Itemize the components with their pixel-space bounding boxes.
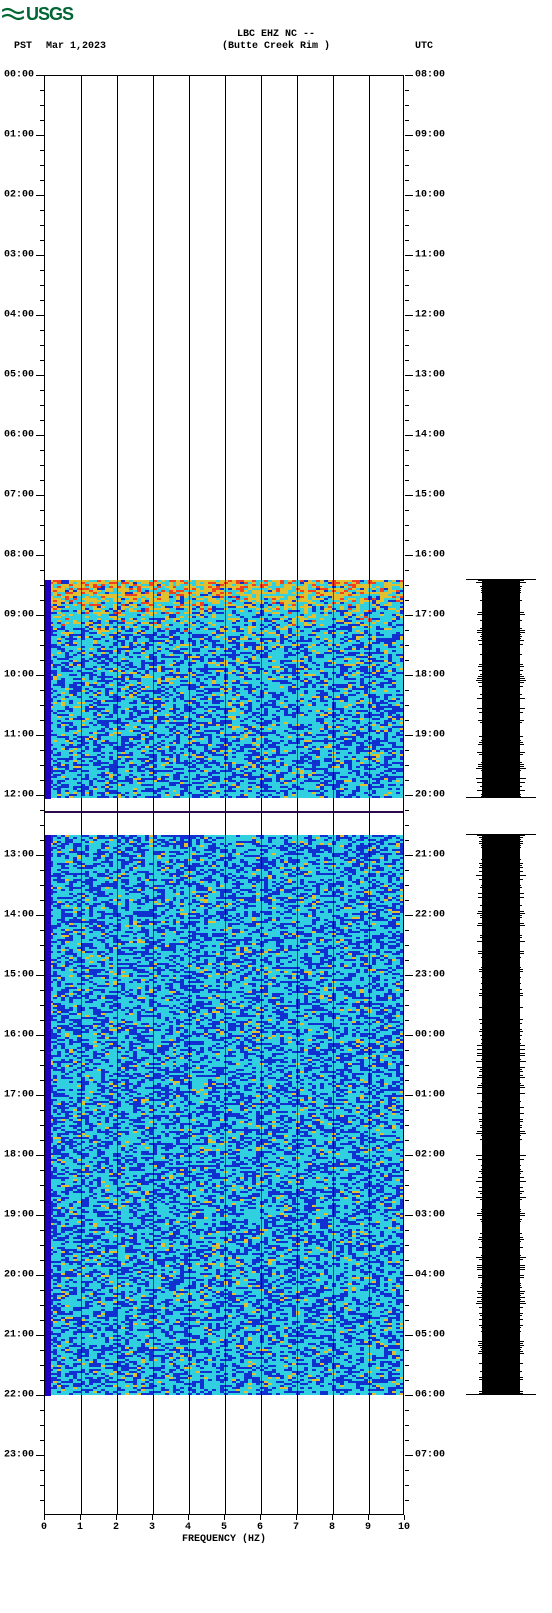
x-tick-label: 10: [398, 1522, 410, 1533]
blue-edge: [45, 580, 51, 799]
right-tick-label: 05:00: [415, 1330, 445, 1341]
right-tick-label: 03:00: [415, 1210, 445, 1221]
right-tick-label: 17:00: [415, 610, 445, 621]
right-tick-label: 15:00: [415, 490, 445, 501]
left-axis: 00:0001:0002:0003:0004:0005:0006:0007:00…: [0, 75, 44, 1515]
spectrogram-plot: [44, 75, 404, 1515]
x-axis: FREQUENCY (HZ) 012345678910: [44, 1515, 404, 1545]
blue-edge: [45, 835, 51, 1396]
left-tick-label: 18:00: [4, 1150, 34, 1161]
left-tick-label: 22:00: [4, 1390, 34, 1401]
right-tick-label: 20:00: [415, 790, 445, 801]
right-tick-label: 11:00: [415, 250, 445, 261]
gap-line: [45, 811, 403, 813]
left-tick-label: 12:00: [4, 790, 34, 801]
waveform-segment: [466, 579, 536, 798]
right-tick-label: 13:00: [415, 370, 445, 381]
right-tick-label: 23:00: [415, 970, 445, 981]
x-tick-label: 2: [113, 1522, 119, 1533]
left-tick-label: 03:00: [4, 250, 34, 261]
right-axis: 08:0009:0010:0011:0012:0013:0014:0015:00…: [405, 75, 465, 1515]
x-tick-label: 8: [329, 1522, 335, 1533]
left-tick-label: 09:00: [4, 610, 34, 621]
spectrogram-segment: [45, 835, 403, 1396]
pst-label: PST: [14, 41, 32, 52]
left-tick-label: 15:00: [4, 970, 34, 981]
x-tick-label: 0: [41, 1522, 47, 1533]
usgs-logo: USGS: [0, 0, 552, 25]
right-tick-label: 06:00: [415, 1390, 445, 1401]
left-tick-label: 17:00: [4, 1090, 34, 1101]
right-tick-label: 19:00: [415, 730, 445, 741]
right-tick-label: 07:00: [415, 1450, 445, 1461]
left-tick-label: 08:00: [4, 550, 34, 561]
right-tick-label: 01:00: [415, 1090, 445, 1101]
left-tick-label: 14:00: [4, 910, 34, 921]
left-tick-label: 02:00: [4, 190, 34, 201]
left-tick-label: 20:00: [4, 1270, 34, 1281]
left-tick-label: 04:00: [4, 310, 34, 321]
wave-icon: [2, 7, 24, 23]
right-tick-label: 02:00: [415, 1150, 445, 1161]
right-tick-label: 14:00: [415, 430, 445, 441]
left-tick-label: 16:00: [4, 1030, 34, 1041]
left-tick-label: 05:00: [4, 370, 34, 381]
spectrogram-segment: [45, 580, 403, 799]
date-label: Mar 1,2023: [46, 41, 106, 52]
utc-label: UTC: [415, 41, 433, 52]
right-tick-label: 21:00: [415, 850, 445, 861]
logo-text: USGS: [26, 4, 73, 25]
x-tick-label: 6: [257, 1522, 263, 1533]
right-tick-label: 09:00: [415, 130, 445, 141]
left-tick-label: 00:00: [4, 70, 34, 81]
x-tick-label: 5: [221, 1522, 227, 1533]
right-tick-label: 22:00: [415, 910, 445, 921]
waveform-segment: [466, 834, 536, 1395]
right-tick-label: 12:00: [415, 310, 445, 321]
right-tick-label: 18:00: [415, 670, 445, 681]
x-tick-label: 3: [149, 1522, 155, 1533]
title-block: LBC EHZ NC -- (Butte Creek Rim ) PST Mar…: [0, 29, 552, 55]
left-tick-label: 10:00: [4, 670, 34, 681]
left-tick-label: 23:00: [4, 1450, 34, 1461]
x-tick-label: 7: [293, 1522, 299, 1533]
right-tick-label: 00:00: [415, 1030, 445, 1041]
right-tick-label: 08:00: [415, 70, 445, 81]
right-tick-label: 10:00: [415, 190, 445, 201]
x-axis-label: FREQUENCY (HZ): [44, 1534, 404, 1545]
left-tick-label: 19:00: [4, 1210, 34, 1221]
x-tick-label: 1: [77, 1522, 83, 1533]
station-code: LBC EHZ NC --: [0, 29, 552, 41]
left-tick-label: 13:00: [4, 850, 34, 861]
left-tick-label: 21:00: [4, 1330, 34, 1341]
right-tick-label: 16:00: [415, 550, 445, 561]
left-tick-label: 01:00: [4, 130, 34, 141]
left-tick-label: 06:00: [4, 430, 34, 441]
x-tick-label: 9: [365, 1522, 371, 1533]
chart-stage: 00:00 01:00 02:00 03:00 04:00 05:00 06:00 07:00…: [0, 55, 552, 1595]
left-tick-label: 11:00: [4, 730, 34, 741]
x-tick-label: 4: [185, 1522, 191, 1533]
right-tick-label: 04:00: [415, 1270, 445, 1281]
left-tick-label: 07:00: [4, 490, 34, 501]
